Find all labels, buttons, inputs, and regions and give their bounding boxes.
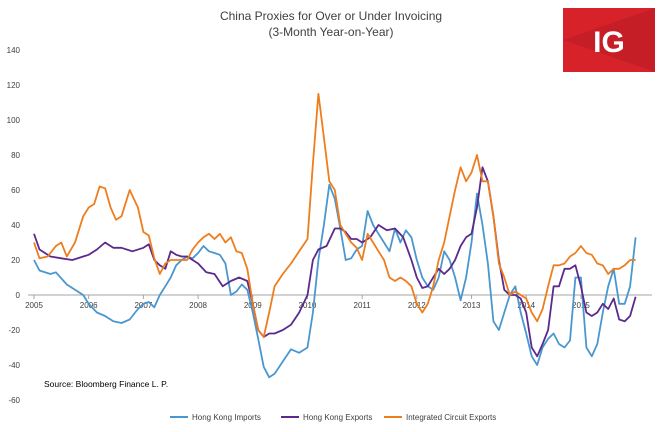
legend-label-hong-kong-exports: Hong Kong Exports	[303, 413, 372, 422]
series-line-hong-kong-imports	[33, 183, 637, 379]
y-tick-label: 120	[7, 81, 21, 90]
y-tick-label: 40	[11, 221, 20, 230]
legend-label-hong-kong-imports: Hong Kong Imports	[192, 413, 261, 422]
source-note: Source: Bloomberg Finance L. P.	[44, 379, 168, 389]
y-tick-label: -60	[8, 396, 20, 405]
y-axis: 140 120 100 80 60 40 20 0 -20 -40 -60	[7, 46, 21, 405]
x-tick-label: 2005	[25, 301, 43, 310]
series-layer	[33, 92, 637, 379]
x-tick-label: 2010	[299, 301, 317, 310]
logo-text: IG	[593, 26, 625, 59]
x-tick-label: 2007	[134, 301, 152, 310]
legend: Hong Kong Imports Hong Kong Exports Integr…	[170, 413, 496, 422]
y-tick-label: -20	[8, 326, 20, 335]
x-tick-label: 2008	[189, 301, 207, 310]
x-tick-label: 2013	[463, 301, 481, 310]
y-tick-label: 140	[7, 46, 21, 55]
y-tick-label: 0	[16, 291, 21, 300]
y-tick-label: 20	[11, 256, 20, 265]
x-tick-label: 2014	[517, 301, 535, 310]
series-line-integrated-circuit-exports	[33, 92, 636, 338]
x-tick-label: 2006	[80, 301, 98, 310]
x-tick-label: 2011	[354, 301, 372, 310]
x-tick-label: 2015	[572, 301, 590, 310]
y-tick-label: 60	[11, 186, 20, 195]
ig-logo: IG	[563, 8, 655, 72]
legend-label-integrated-circuit-exports: Integrated Circuit Exports	[406, 413, 496, 422]
y-tick-label: 100	[7, 116, 21, 125]
y-tick-label: -40	[8, 361, 20, 370]
chart-title: China Proxies for Over or Under Invoicin…	[220, 9, 442, 23]
chart-subtitle: (3-Month Year-on-Year)	[269, 25, 394, 39]
y-tick-label: 80	[11, 151, 20, 160]
